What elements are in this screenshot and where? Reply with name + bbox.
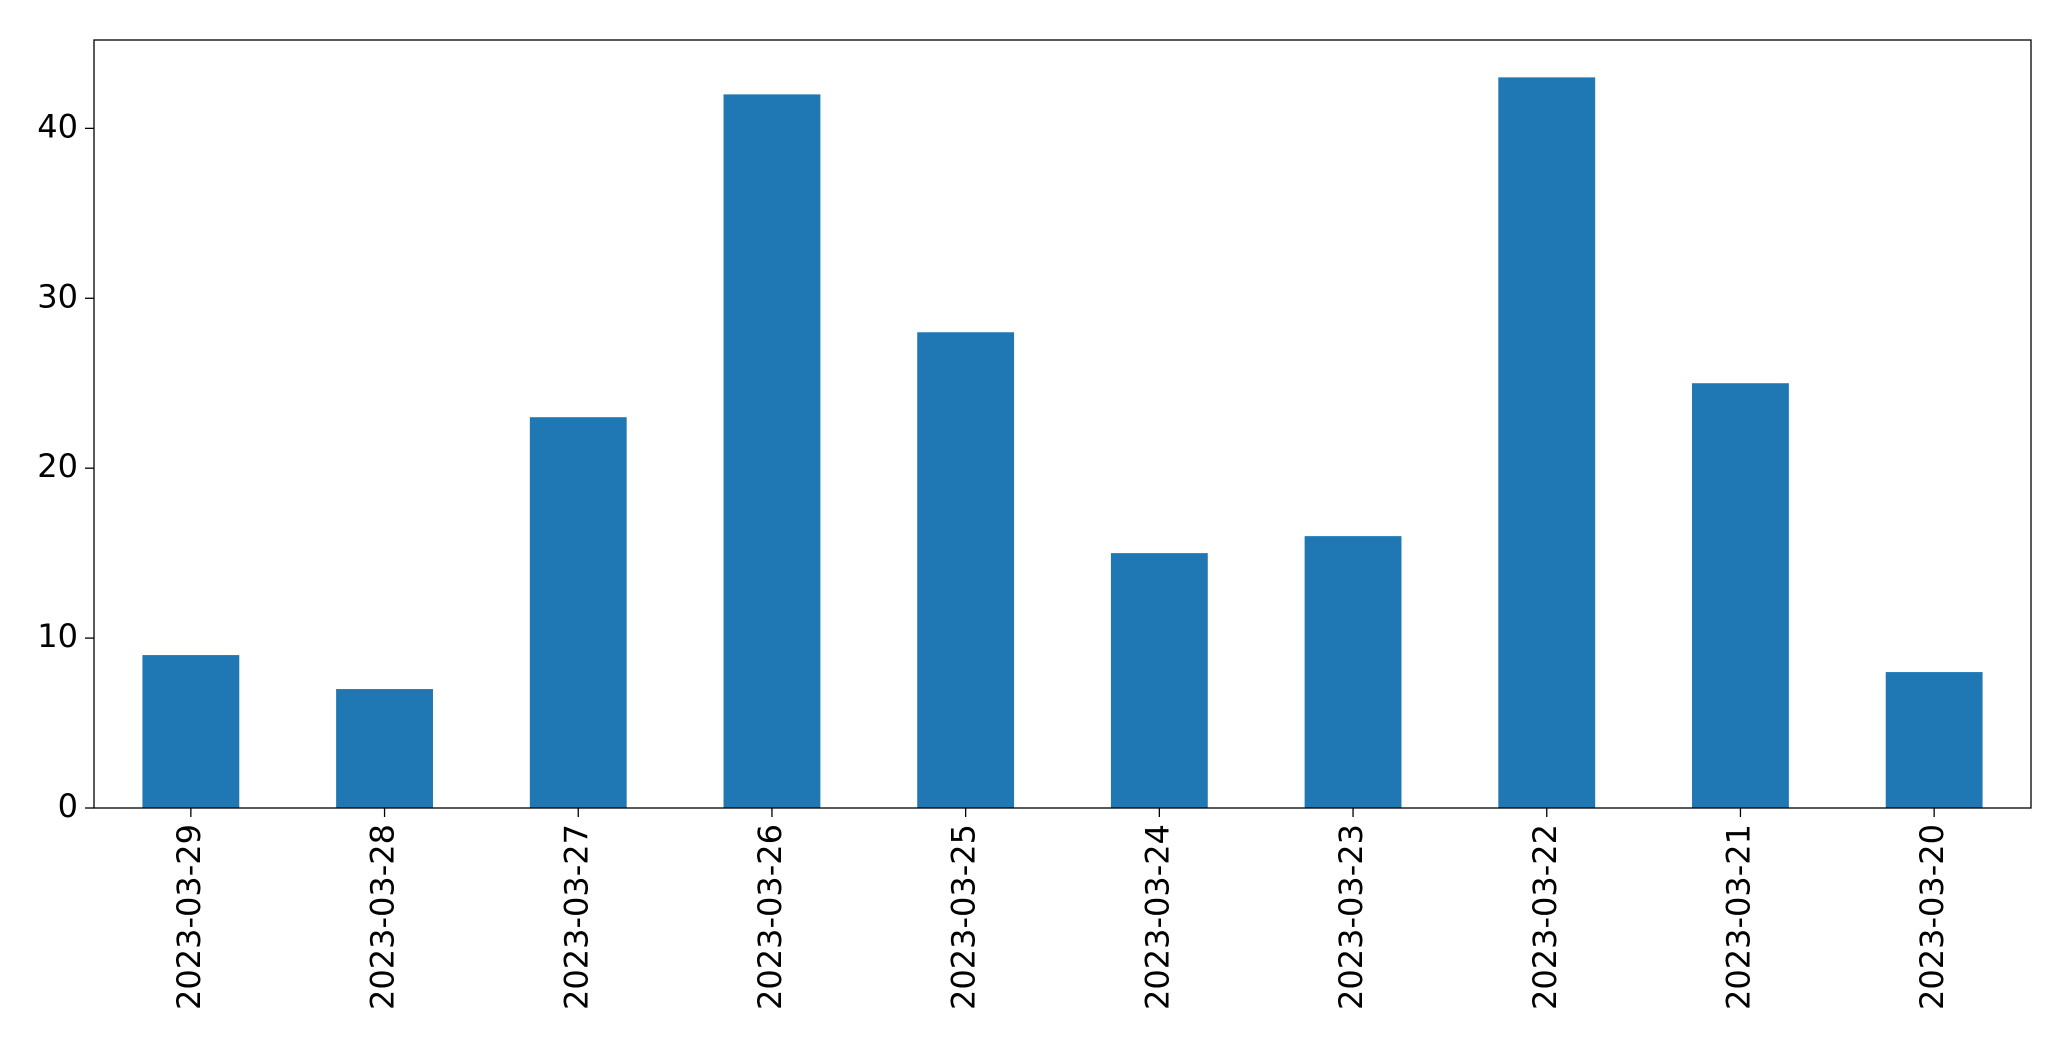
bar [142, 655, 240, 808]
x-tick-label: 2023-03-27 [557, 824, 595, 1010]
x-tick-label: 2023-03-24 [1138, 824, 1176, 1010]
y-tick-label: 10 [37, 617, 78, 655]
x-tick-label: 2023-03-23 [1332, 824, 1370, 1010]
y-tick-label: 0 [58, 787, 78, 825]
plot-frame [93, 39, 2032, 809]
bar [1885, 672, 1983, 808]
x-tick-label: 2023-03-20 [1913, 824, 1951, 1010]
y-tick-label: 20 [37, 447, 78, 485]
x-tick-label: 2023-03-21 [1719, 824, 1757, 1010]
y-tick-label: 30 [37, 277, 78, 315]
bar [1498, 77, 1596, 808]
x-tick-label: 2023-03-28 [364, 824, 402, 1010]
bar [336, 689, 433, 808]
x-tick-label: 2023-03-26 [751, 824, 789, 1010]
bar [1304, 536, 1402, 808]
bar [723, 94, 821, 808]
x-tick-label: 2023-03-29 [170, 824, 208, 1010]
bar [529, 417, 627, 808]
x-tick-label: 2023-03-25 [945, 824, 983, 1010]
bar [1692, 383, 1789, 808]
x-tick-label: 2023-03-22 [1526, 824, 1564, 1010]
bar [1110, 553, 1208, 808]
bar [917, 332, 1015, 808]
y-tick-label: 40 [37, 107, 78, 145]
